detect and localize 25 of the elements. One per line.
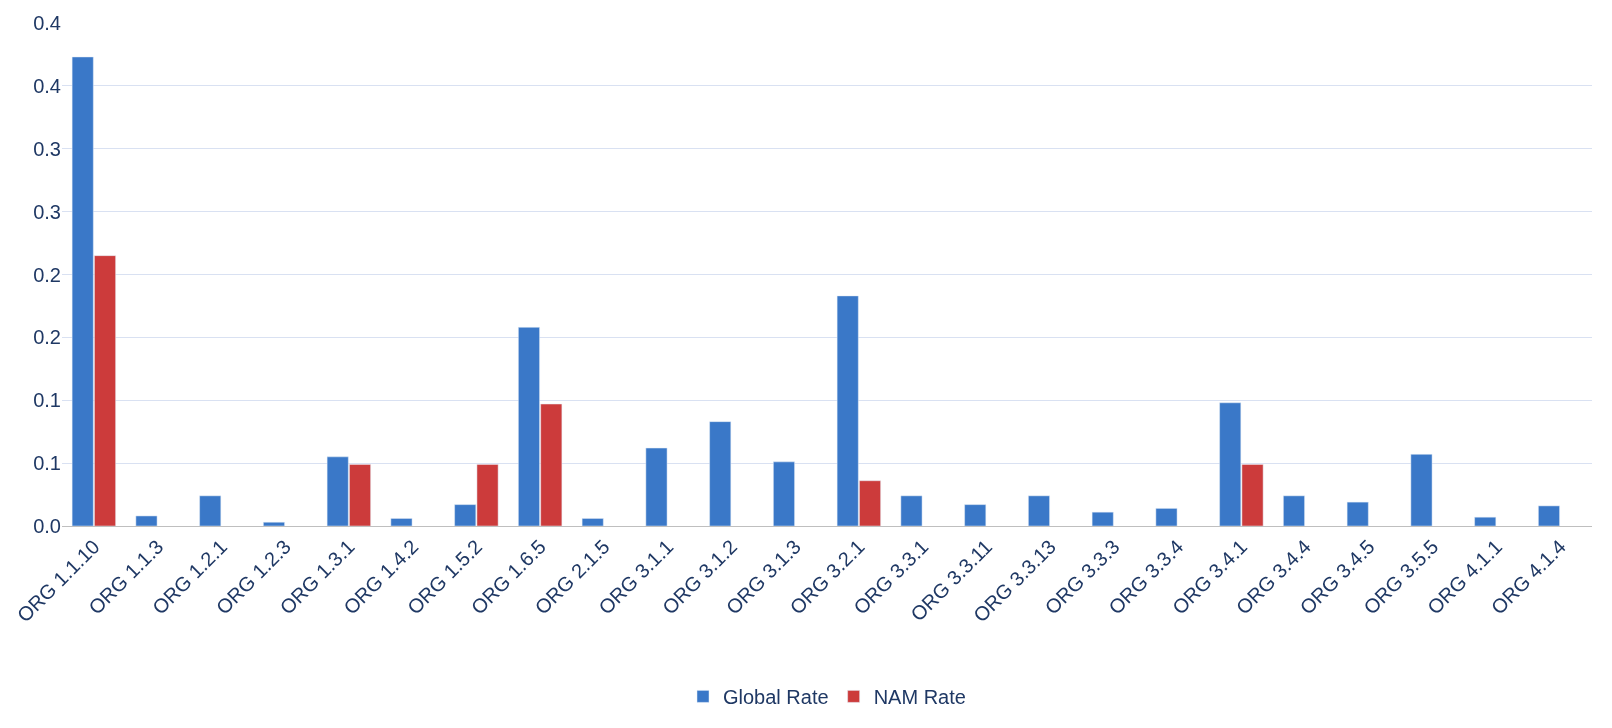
bar xyxy=(1091,511,1114,526)
y-tick-label: 0.3 xyxy=(33,200,61,223)
y-tick-label: 0.1 xyxy=(33,389,61,412)
legend-label: NAM Rate xyxy=(873,686,966,709)
bar xyxy=(135,515,158,526)
bar xyxy=(900,495,923,526)
bar xyxy=(1474,516,1497,526)
bar xyxy=(1028,495,1050,526)
bar xyxy=(964,504,987,526)
y-tick-label: 0.4 xyxy=(33,74,61,97)
bar xyxy=(263,521,285,526)
legend-label: Global Rate xyxy=(723,686,829,709)
y-tick-label: 0.2 xyxy=(33,263,61,286)
y-tick-label: 0.2 xyxy=(33,326,61,349)
bar xyxy=(199,495,222,526)
bar xyxy=(1155,508,1178,526)
y-tick-label: 0.1 xyxy=(33,452,61,475)
bar xyxy=(1283,495,1305,526)
bar xyxy=(1346,501,1369,526)
y-tick-label: 0.4 xyxy=(33,12,61,34)
y-tick-label: 0.3 xyxy=(33,137,61,160)
bar xyxy=(390,518,413,526)
bar xyxy=(1538,505,1560,526)
bar xyxy=(581,518,604,526)
y-tick-label: 0.0 xyxy=(33,515,61,537)
